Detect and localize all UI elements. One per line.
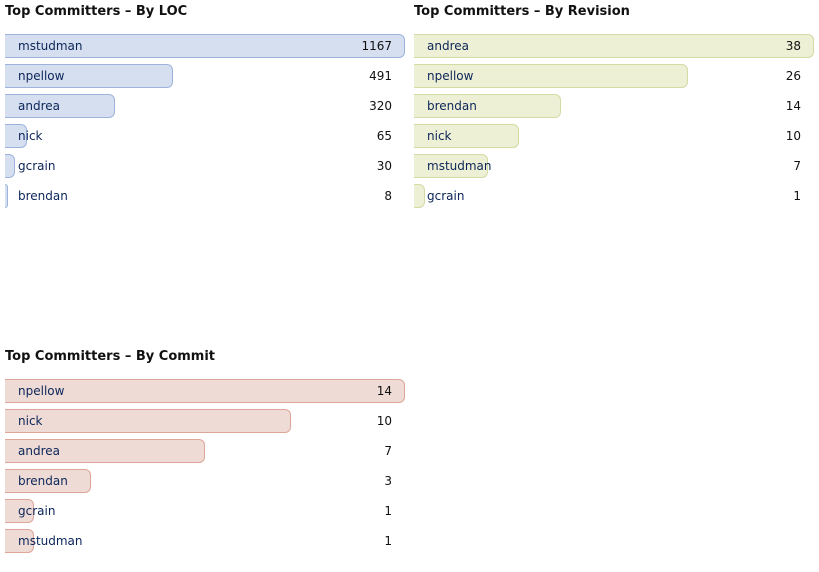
bar xyxy=(414,154,488,178)
bar-row: mstudman 1167 xyxy=(5,34,405,64)
bar-value-label: 3 xyxy=(384,474,392,488)
bar xyxy=(5,409,291,433)
committer-name: brendan xyxy=(18,474,68,488)
committer-name: brendan xyxy=(18,189,68,203)
bar-row: mstudman 7 xyxy=(414,154,814,184)
bar-row: andrea 7 xyxy=(5,439,405,469)
bar-list: andrea 38 npellow 26 brendan 14 nick 10 mstudman… xyxy=(414,34,814,214)
bar xyxy=(5,499,34,523)
bar-value-label: 7 xyxy=(384,444,392,458)
bar-value-label: 1167 xyxy=(361,39,392,53)
committer-name: npellow xyxy=(18,69,65,83)
bar-value-label: 14 xyxy=(376,384,392,398)
bar xyxy=(5,94,115,118)
bar xyxy=(5,154,15,178)
bar-row: andrea 38 xyxy=(414,34,814,64)
bar xyxy=(414,184,425,208)
chart-title: Top Committers – By Revision xyxy=(414,4,630,19)
committer-name: npellow xyxy=(427,69,474,83)
bar-row: npellow 14 xyxy=(5,379,405,409)
committer-name: gcrain xyxy=(427,189,465,203)
bar-value-label: 1 xyxy=(384,534,392,548)
committer-name: andrea xyxy=(18,444,60,458)
committer-name: mstudman xyxy=(18,39,83,53)
bar-row: nick 10 xyxy=(414,124,814,154)
committer-name: nick xyxy=(18,414,43,428)
bar-value-label: 491 xyxy=(369,69,392,83)
committer-name: mstudman xyxy=(18,534,83,548)
bar xyxy=(5,439,205,463)
bar xyxy=(5,529,34,553)
bar xyxy=(5,64,173,88)
bar-value-label: 38 xyxy=(785,39,801,53)
bar-value-label: 10 xyxy=(785,129,801,143)
bar-row: nick 10 xyxy=(5,409,405,439)
committer-name: andrea xyxy=(427,39,469,53)
committer-name: npellow xyxy=(18,384,65,398)
bar-value-label: 26 xyxy=(785,69,801,83)
bar xyxy=(5,469,91,493)
committer-name: nick xyxy=(427,129,452,143)
bar-row: gcrain 1 xyxy=(414,184,814,214)
bar-value-label: 30 xyxy=(376,159,392,173)
bar xyxy=(414,64,688,88)
bar xyxy=(5,34,405,58)
committer-name: mstudman xyxy=(427,159,492,173)
bar-list: npellow 14 nick 10 andrea 7 brendan 3 gcrain 1 mst… xyxy=(5,379,405,559)
bar-value-label: 10 xyxy=(376,414,392,428)
bar-row: brendan 3 xyxy=(5,469,405,499)
bar-row: brendan 14 xyxy=(414,94,814,124)
bar xyxy=(5,184,8,208)
bar xyxy=(5,379,405,403)
bar-value-label: 7 xyxy=(793,159,801,173)
bar-value-label: 8 xyxy=(384,189,392,203)
bar-row: mstudman 1 xyxy=(5,529,405,559)
committer-name: nick xyxy=(18,129,43,143)
bar xyxy=(414,94,561,118)
bar-row: npellow 26 xyxy=(414,64,814,94)
bar xyxy=(414,34,814,58)
committer-name: brendan xyxy=(427,99,477,113)
bar-value-label: 65 xyxy=(376,129,392,143)
committer-name: gcrain xyxy=(18,159,56,173)
committer-name: andrea xyxy=(18,99,60,113)
bar xyxy=(414,124,519,148)
bar-value-label: 1 xyxy=(384,504,392,518)
chart-title: Top Committers – By Commit xyxy=(5,349,216,364)
bar-row: gcrain 30 xyxy=(5,154,405,184)
bar-row: nick 65 xyxy=(5,124,405,154)
chart-title: Top Committers – By LOC xyxy=(5,4,188,19)
bar-list: mstudman 1167 npellow 491 andrea 320 nick 65 gcr… xyxy=(5,34,405,214)
bar-row: npellow 491 xyxy=(5,64,405,94)
bar-value-label: 1 xyxy=(793,189,801,203)
bar-row: brendan 8 xyxy=(5,184,405,214)
bar-value-label: 320 xyxy=(369,99,392,113)
committer-name: gcrain xyxy=(18,504,56,518)
bar xyxy=(5,124,27,148)
bar-row: andrea 320 xyxy=(5,94,405,124)
bar-row: gcrain 1 xyxy=(5,499,405,529)
bar-value-label: 14 xyxy=(785,99,801,113)
